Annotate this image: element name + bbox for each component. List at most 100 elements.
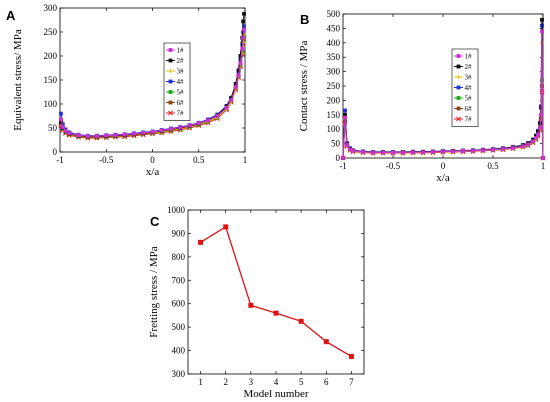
y-tick-label: 400 [327,38,341,48]
data-point [196,121,201,126]
data-point [113,133,118,138]
x-axis-label: x/a [146,166,160,178]
x-axis-label: Model number [243,388,308,400]
data-point [539,112,543,117]
y-tick-label: 150 [327,110,341,120]
y-tick-label: 150 [44,75,58,85]
data-point [59,117,63,122]
y-tick-label: 450 [327,23,341,33]
series-line [60,34,245,138]
y-axis-label: Contact stress / MPa [298,41,310,132]
legend-label: 7# [177,110,185,118]
y-tick-label: 800 [172,252,186,262]
data-point [541,156,545,160]
data-point [242,11,246,16]
x-tick-label: 1 [198,377,203,387]
data-point [540,29,544,34]
data-point [122,132,127,137]
legend-marker [168,79,173,84]
data-point [323,339,329,345]
y-tick-label: 0 [53,147,58,157]
legend-label: 4# [177,78,185,86]
data-point [229,98,234,103]
legend-label: 2# [177,57,185,65]
y-tick-label: 400 [172,346,186,356]
data-point [471,148,475,153]
plot-frame [342,13,544,159]
y-tick-label: 50 [48,123,58,133]
legend-marker [456,106,461,111]
data-point [238,54,243,58]
panel-c: C 300 400 500 600 700 800 900 1000 1 2 3 4 5 6 7 Model n… [148,205,365,400]
legend-marker [456,54,461,58]
y-tick-label: 100 [44,99,58,109]
series-1 [341,29,545,160]
series-line [60,36,245,138]
data-point [401,150,405,155]
data-point [241,19,246,24]
legend-marker [168,100,173,105]
y-tick-label: 300 [44,3,58,13]
data-point [95,134,99,139]
data-point [534,135,538,140]
series-7 [58,36,247,141]
legend: 1# 2# 3# 4# 5# 6# 7# [451,48,479,127]
panel-label: A [6,8,16,23]
data-point [60,125,65,129]
data-point [451,149,455,154]
x-tick-label: -0.5 [99,155,114,165]
series-line [342,19,544,159]
y-tick-label: 300 [172,369,186,379]
panel-a: A 0 50 100 150 200 250 300 -1 -0.5 0 0.5 1 x/a Equival… [6,3,247,178]
data-point [67,131,72,136]
data-point [481,148,485,153]
legend-label: 3# [465,74,473,82]
data-point [178,125,183,130]
legend-marker [455,116,462,122]
data-point [242,27,246,32]
data-point [159,128,164,133]
x-tick-label: 1 [243,155,248,165]
data-point [85,134,90,139]
x-tick-label: 0.5 [193,155,205,165]
data-point [273,310,279,316]
y-tick-label: 500 [327,9,341,19]
panel-label: C [150,214,160,229]
data-point [381,150,385,155]
data-point [538,125,542,130]
y-tick-label: 350 [327,52,341,62]
data-point [238,61,243,66]
y-tick-label: 200 [44,51,58,61]
legend-label: 6# [465,105,473,113]
panel-label: B [300,12,309,27]
data-point [536,132,540,137]
series-4 [59,24,246,138]
data-point [169,127,173,131]
series-3 [58,32,247,140]
x-tick-label: 0 [441,161,446,171]
x-tick-label: -0.5 [386,161,401,171]
legend: 1# 2# 3# 4# 5# 6# 7# [163,42,191,121]
data-point [198,239,204,245]
data-point [521,144,525,149]
data-point [206,118,210,123]
data-point [411,150,415,155]
x-tick-label: 5 [299,377,304,387]
series-line [60,29,245,137]
data-point [540,17,544,22]
legend-label: 1# [465,53,473,61]
data-point [104,133,109,138]
y-tick-label: 600 [172,299,186,309]
data-point [431,150,435,154]
y-tick-label: 250 [327,81,341,91]
legend-label: 2# [465,63,473,71]
legend-label: 6# [177,99,185,107]
y-tick-label: 500 [172,322,186,332]
series-6 [59,33,246,140]
data-point [240,46,245,51]
series-1 [59,27,246,139]
data-point [236,73,241,78]
data-point [141,130,146,135]
data-point [351,148,355,153]
